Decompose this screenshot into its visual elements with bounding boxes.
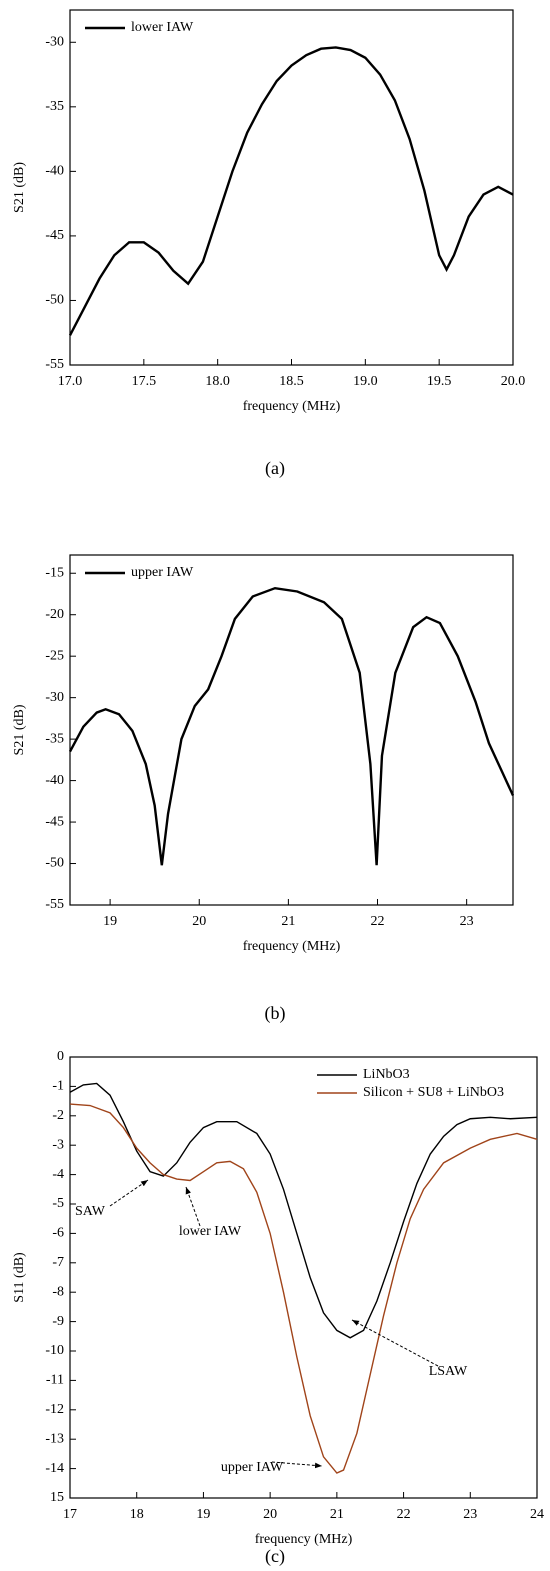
y-tick-label: -8 xyxy=(52,1284,64,1299)
y-tick-label: -14 xyxy=(45,1461,64,1476)
annotation-arrow xyxy=(109,1179,149,1207)
y-tick-label: -45 xyxy=(45,228,64,243)
y-tick-label: -3 xyxy=(52,1137,64,1152)
y-tick-label: -40 xyxy=(45,773,64,788)
x-axis-label: frequency (MHz) xyxy=(243,939,341,954)
y-axis-label: S21 (dB) xyxy=(12,704,27,755)
annotation-arrow xyxy=(351,1319,439,1367)
y-tick-label: -12 xyxy=(45,1402,64,1417)
x-tick-label: 22 xyxy=(397,1507,411,1522)
plot-frame xyxy=(69,1056,538,1499)
x-tick-label: 20.0 xyxy=(501,374,526,389)
y-tick-label: -30 xyxy=(45,34,64,49)
annotation-arrow xyxy=(185,1186,201,1227)
legend-label: LiNbO3 xyxy=(363,1067,410,1082)
data-line xyxy=(69,1103,538,1474)
data-line xyxy=(68,586,515,866)
legend-label: upper IAW xyxy=(131,565,194,580)
x-tick-label: 24 xyxy=(530,1507,544,1522)
x-tick-label: 17 xyxy=(63,1507,77,1522)
y-axis-label: S21 (dB) xyxy=(12,162,27,213)
x-tick-label: 22 xyxy=(371,914,385,929)
x-tick-label: 18.5 xyxy=(279,374,304,389)
y-tick-label: -2 xyxy=(52,1108,64,1123)
annotation: LSAW xyxy=(429,1364,468,1379)
annotation: lower IAW xyxy=(179,1224,242,1239)
x-tick-label: 19.0 xyxy=(353,374,378,389)
x-tick-label: 19 xyxy=(196,1507,210,1522)
x-tick-label: 17.5 xyxy=(132,374,157,389)
x-tick-label: 23 xyxy=(463,1507,477,1522)
y-tick-label: -55 xyxy=(45,357,64,372)
x-tick-label: 18 xyxy=(130,1507,144,1522)
y-tick-label: -50 xyxy=(45,293,64,308)
y-tick-label: -15 xyxy=(45,565,64,580)
y-tick-label: -45 xyxy=(45,814,64,829)
data-line xyxy=(68,46,514,336)
x-tick-label: 20 xyxy=(192,914,206,929)
y-tick-label: -55 xyxy=(45,897,64,912)
x-tick-label: 18.0 xyxy=(205,374,230,389)
y-tick-label: -1 xyxy=(52,1079,64,1094)
x-tick-label: 23 xyxy=(460,914,474,929)
y-tick-label: -9 xyxy=(52,1314,64,1329)
x-tick-label: 19 xyxy=(103,914,117,929)
y-tick-label: -30 xyxy=(45,690,64,705)
x-tick-label: 20 xyxy=(263,1507,277,1522)
y-tick-label: -35 xyxy=(45,99,64,114)
y-tick-label: -10 xyxy=(45,1343,64,1358)
caption: (c) xyxy=(265,1546,285,1567)
x-tick-label: 17.0 xyxy=(58,374,83,389)
legend-label: lower IAW xyxy=(131,20,194,35)
caption: (b) xyxy=(265,1003,286,1024)
y-tick-label: -6 xyxy=(52,1226,64,1241)
y-tick-label: 15 xyxy=(50,1490,64,1505)
y-tick-label: -50 xyxy=(45,856,64,871)
x-tick-label: 21 xyxy=(281,914,295,929)
x-tick-label: 21 xyxy=(330,1507,344,1522)
legend-label: Silicon + SU8 + LiNbO3 xyxy=(363,1085,504,1100)
y-tick-label: -25 xyxy=(45,648,64,663)
x-tick-label: 19.5 xyxy=(427,374,452,389)
y-tick-label: -35 xyxy=(45,731,64,746)
annotation-arrow xyxy=(271,1461,323,1469)
data-line xyxy=(69,1082,538,1339)
y-tick-label: 0 xyxy=(57,1049,64,1064)
y-tick-label: -11 xyxy=(46,1373,64,1388)
y-tick-label: -20 xyxy=(45,607,64,622)
y-tick-label: -4 xyxy=(52,1167,64,1182)
x-axis-label: frequency (MHz) xyxy=(243,399,341,414)
y-tick-label: -7 xyxy=(52,1255,64,1270)
y-tick-label: -13 xyxy=(45,1431,64,1446)
plot-frame xyxy=(69,9,514,366)
plot-frame xyxy=(69,554,514,906)
x-axis-label: frequency (MHz) xyxy=(255,1532,353,1547)
annotation: upper IAW xyxy=(221,1460,284,1475)
caption: (a) xyxy=(265,458,285,479)
y-tick-label: -5 xyxy=(52,1196,64,1211)
y-axis-label: S11 (dB) xyxy=(12,1252,27,1303)
annotation: SAW xyxy=(75,1204,106,1219)
y-tick-label: -40 xyxy=(45,164,64,179)
